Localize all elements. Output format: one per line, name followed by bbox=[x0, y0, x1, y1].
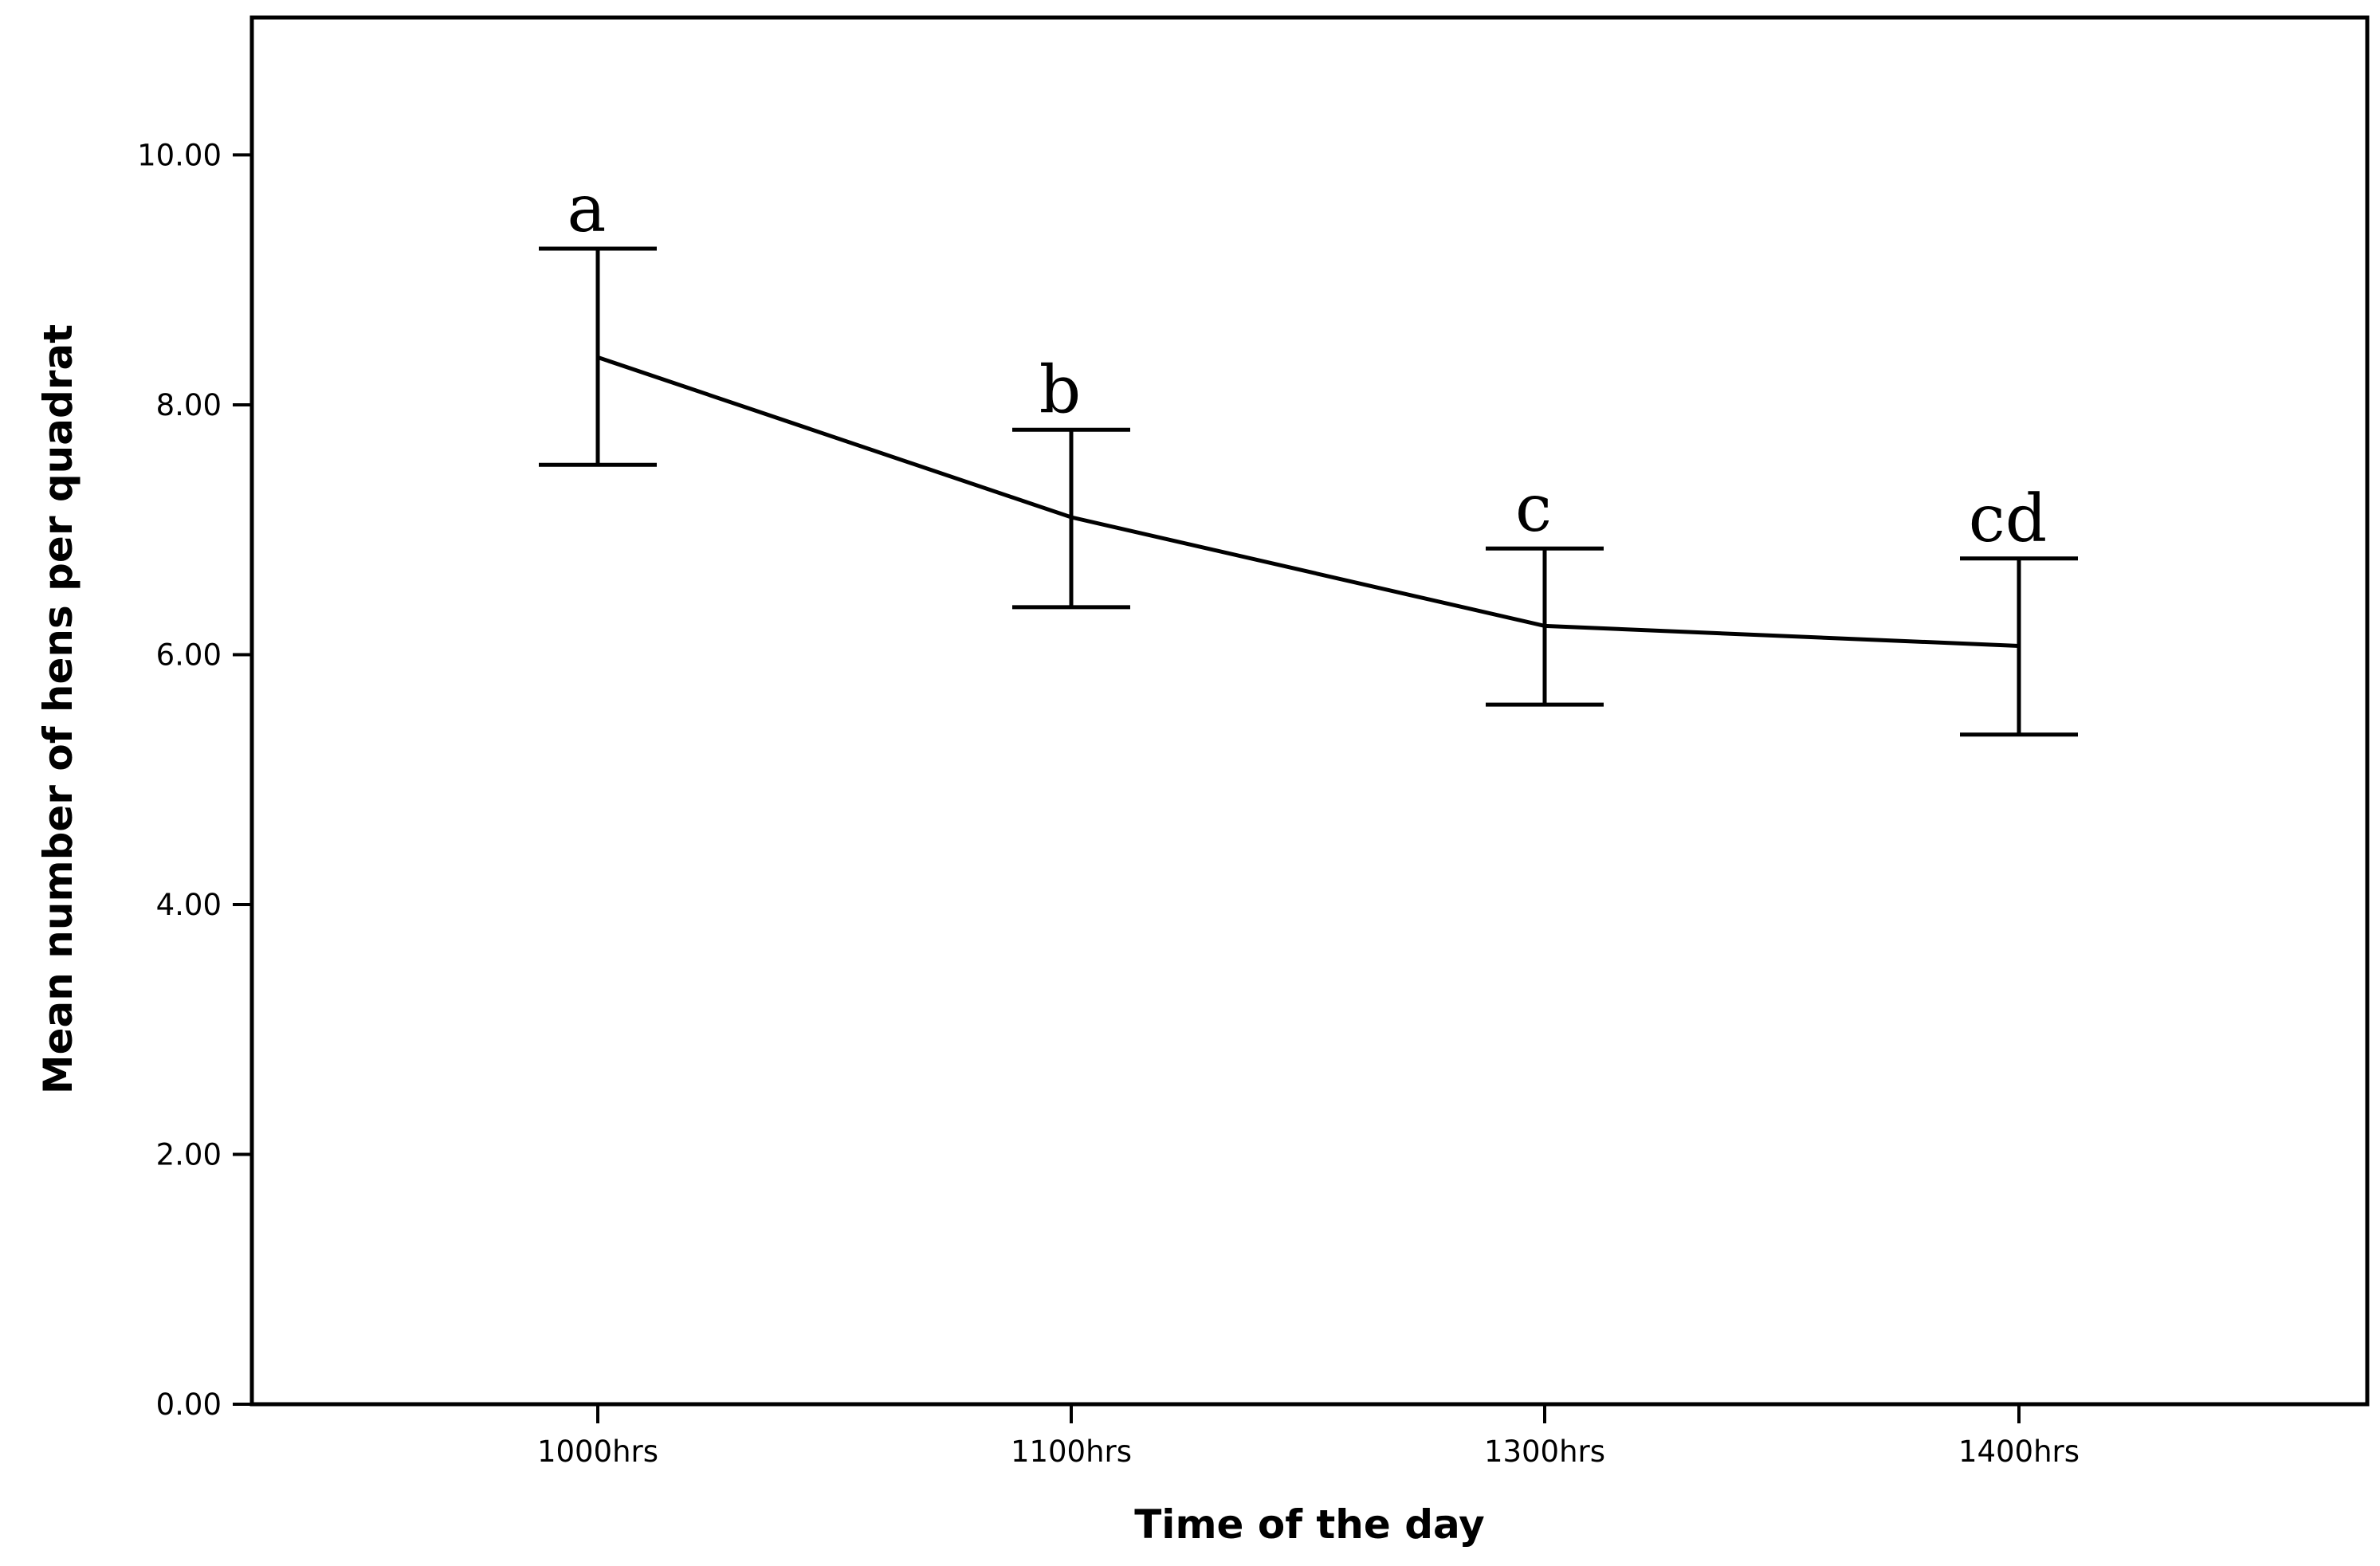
x-tick-label: 1400hrs bbox=[1958, 1435, 2080, 1469]
data-point bbox=[1544, 625, 1545, 627]
data-point bbox=[597, 356, 599, 359]
series-line bbox=[597, 355, 2020, 648]
y-axis-title: Mean number of hens per quadrat bbox=[35, 324, 81, 1094]
data-point bbox=[1070, 516, 1072, 519]
significance-letter: a bbox=[568, 171, 607, 247]
significance-letter: cd bbox=[1969, 481, 2047, 557]
y-tick-label: 10.00 bbox=[137, 138, 222, 172]
significance-letter: c bbox=[1515, 471, 1552, 547]
x-axis-title: Time of the day bbox=[1134, 1501, 1485, 1548]
significance-letter: b bbox=[1039, 352, 1082, 428]
data-point bbox=[2018, 645, 2020, 647]
x-tick-label: 1000hrs bbox=[537, 1435, 658, 1469]
series-layer: a b c cd bbox=[539, 171, 2078, 737]
x-tick-label: 1100hrs bbox=[1011, 1435, 1132, 1469]
y-tick-label: 8.00 bbox=[156, 388, 222, 422]
y-axis: 0.00 2.00 4.00 6.00 8.00 10.00 bbox=[137, 138, 252, 1422]
y-tick-label: 0.00 bbox=[156, 1387, 222, 1422]
x-tick-label: 1300hrs bbox=[1484, 1435, 1605, 1469]
y-tick-label: 2.00 bbox=[156, 1137, 222, 1172]
y-tick-label: 6.00 bbox=[156, 638, 222, 672]
y-tick-label: 4.00 bbox=[156, 888, 222, 922]
x-axis: 1000hrs 1100hrs 1300hrs 1400hrs bbox=[537, 1404, 2080, 1469]
